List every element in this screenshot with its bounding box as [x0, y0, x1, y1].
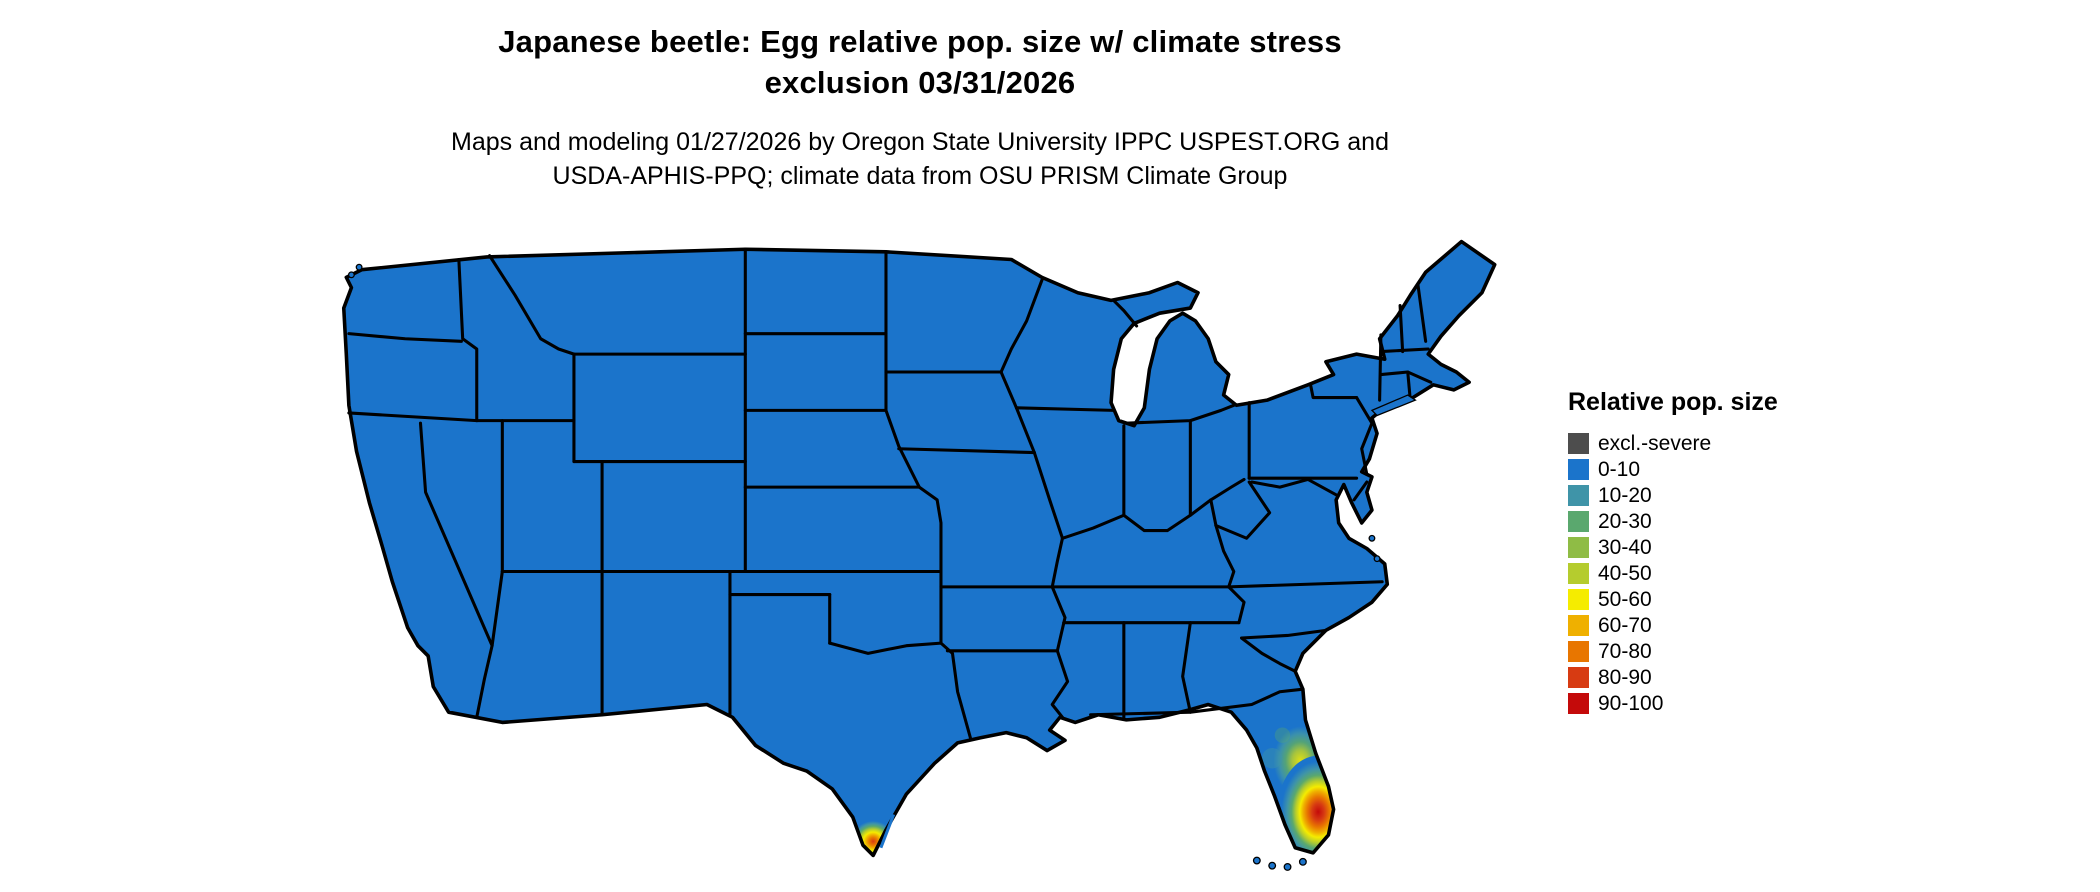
legend-swatch: [1568, 536, 1589, 558]
legend-item: 60-70: [1568, 612, 1778, 638]
us-map-svg: [341, 239, 1497, 871]
legend-swatch: [1568, 692, 1589, 714]
legend-swatch: [1568, 562, 1589, 584]
map-header: Japanese beetle: Egg relative pop. size …: [280, 22, 1560, 194]
puget-sound-island: [355, 263, 363, 271]
legend-label: 70-80: [1598, 639, 1652, 663]
legend-swatch: [1568, 640, 1589, 662]
legend-label: excl.-severe: [1598, 431, 1712, 455]
long-island: [1370, 394, 1417, 417]
map-area: [295, 216, 1523, 881]
florida-keys-island: [1283, 862, 1292, 871]
legend-item: 30-40: [1568, 534, 1778, 560]
legend-swatch: [1568, 484, 1589, 506]
state-borders: [347, 247, 1433, 740]
coastal-islands: [347, 263, 1417, 871]
outer-banks-island: [1373, 555, 1381, 563]
legend-swatch: [1568, 614, 1589, 636]
florida-keys-island: [1252, 856, 1261, 865]
legend-swatch: [1568, 666, 1589, 688]
legend-item: 20-30: [1568, 508, 1778, 534]
legend-label: 50-60: [1598, 587, 1652, 611]
legend-item: 10-20: [1568, 482, 1778, 508]
legend-item: 90-100: [1568, 690, 1778, 716]
legend-label: 40-50: [1598, 561, 1652, 585]
country-fill: [343, 241, 1495, 856]
legend-label: 80-90: [1598, 665, 1652, 689]
florida-keys-island: [1298, 857, 1307, 866]
legend-swatch: [1568, 510, 1589, 532]
legend-item: 40-50: [1568, 560, 1778, 586]
legend-label: 90-100: [1598, 691, 1664, 715]
legend-label: 10-20: [1598, 483, 1652, 507]
florida-keys-island: [1268, 861, 1277, 870]
legend-item: 50-60: [1568, 586, 1778, 612]
legend-swatch: [1568, 458, 1589, 480]
map-subtitle-line-2: USDA-APHIS-PPQ; climate data from OSU PR…: [552, 162, 1288, 191]
legend-label: 60-70: [1598, 613, 1652, 637]
map-subtitle-line-1: Maps and modeling 01/27/2026 by Oregon S…: [451, 127, 1389, 156]
chesapeake-island: [1368, 534, 1376, 542]
legend-swatch: [1568, 432, 1589, 454]
legend-item: 0-10: [1568, 456, 1778, 482]
padre-island: [879, 813, 896, 849]
legend-swatch: [1568, 588, 1589, 610]
legend-item: excl.-severe: [1568, 430, 1778, 456]
legend: Relative pop. size excl.-severe 0-10 10-20…: [1568, 388, 1778, 716]
map-title-line-1: Japanese beetle: Egg relative pop. size …: [498, 24, 1342, 59]
hotspot-south-florida: [1277, 755, 1360, 856]
legend-label: 30-40: [1598, 535, 1652, 559]
hotspot-florida-speck-1: [1261, 748, 1283, 769]
legend-item: 80-90: [1568, 664, 1778, 690]
hotspot-florida-speck-2: [1274, 727, 1291, 743]
legend-label: 20-30: [1598, 509, 1652, 533]
map-title-line-2: exclusion 03/31/2026: [764, 64, 1076, 100]
legend-item: 70-80: [1568, 638, 1778, 664]
legend-title: Relative pop. size: [1568, 388, 1778, 416]
legend-items: excl.-severe 0-10 10-20 20-30 30-40 40-50 50-6…: [1568, 430, 1778, 716]
map-title: Japanese beetle: Egg relative pop. size …: [280, 22, 1560, 104]
map-subtitle: Maps and modeling 01/27/2026 by Oregon S…: [280, 125, 1560, 194]
legend-label: 0-10: [1598, 457, 1641, 481]
puget-sound-island: [347, 271, 355, 279]
